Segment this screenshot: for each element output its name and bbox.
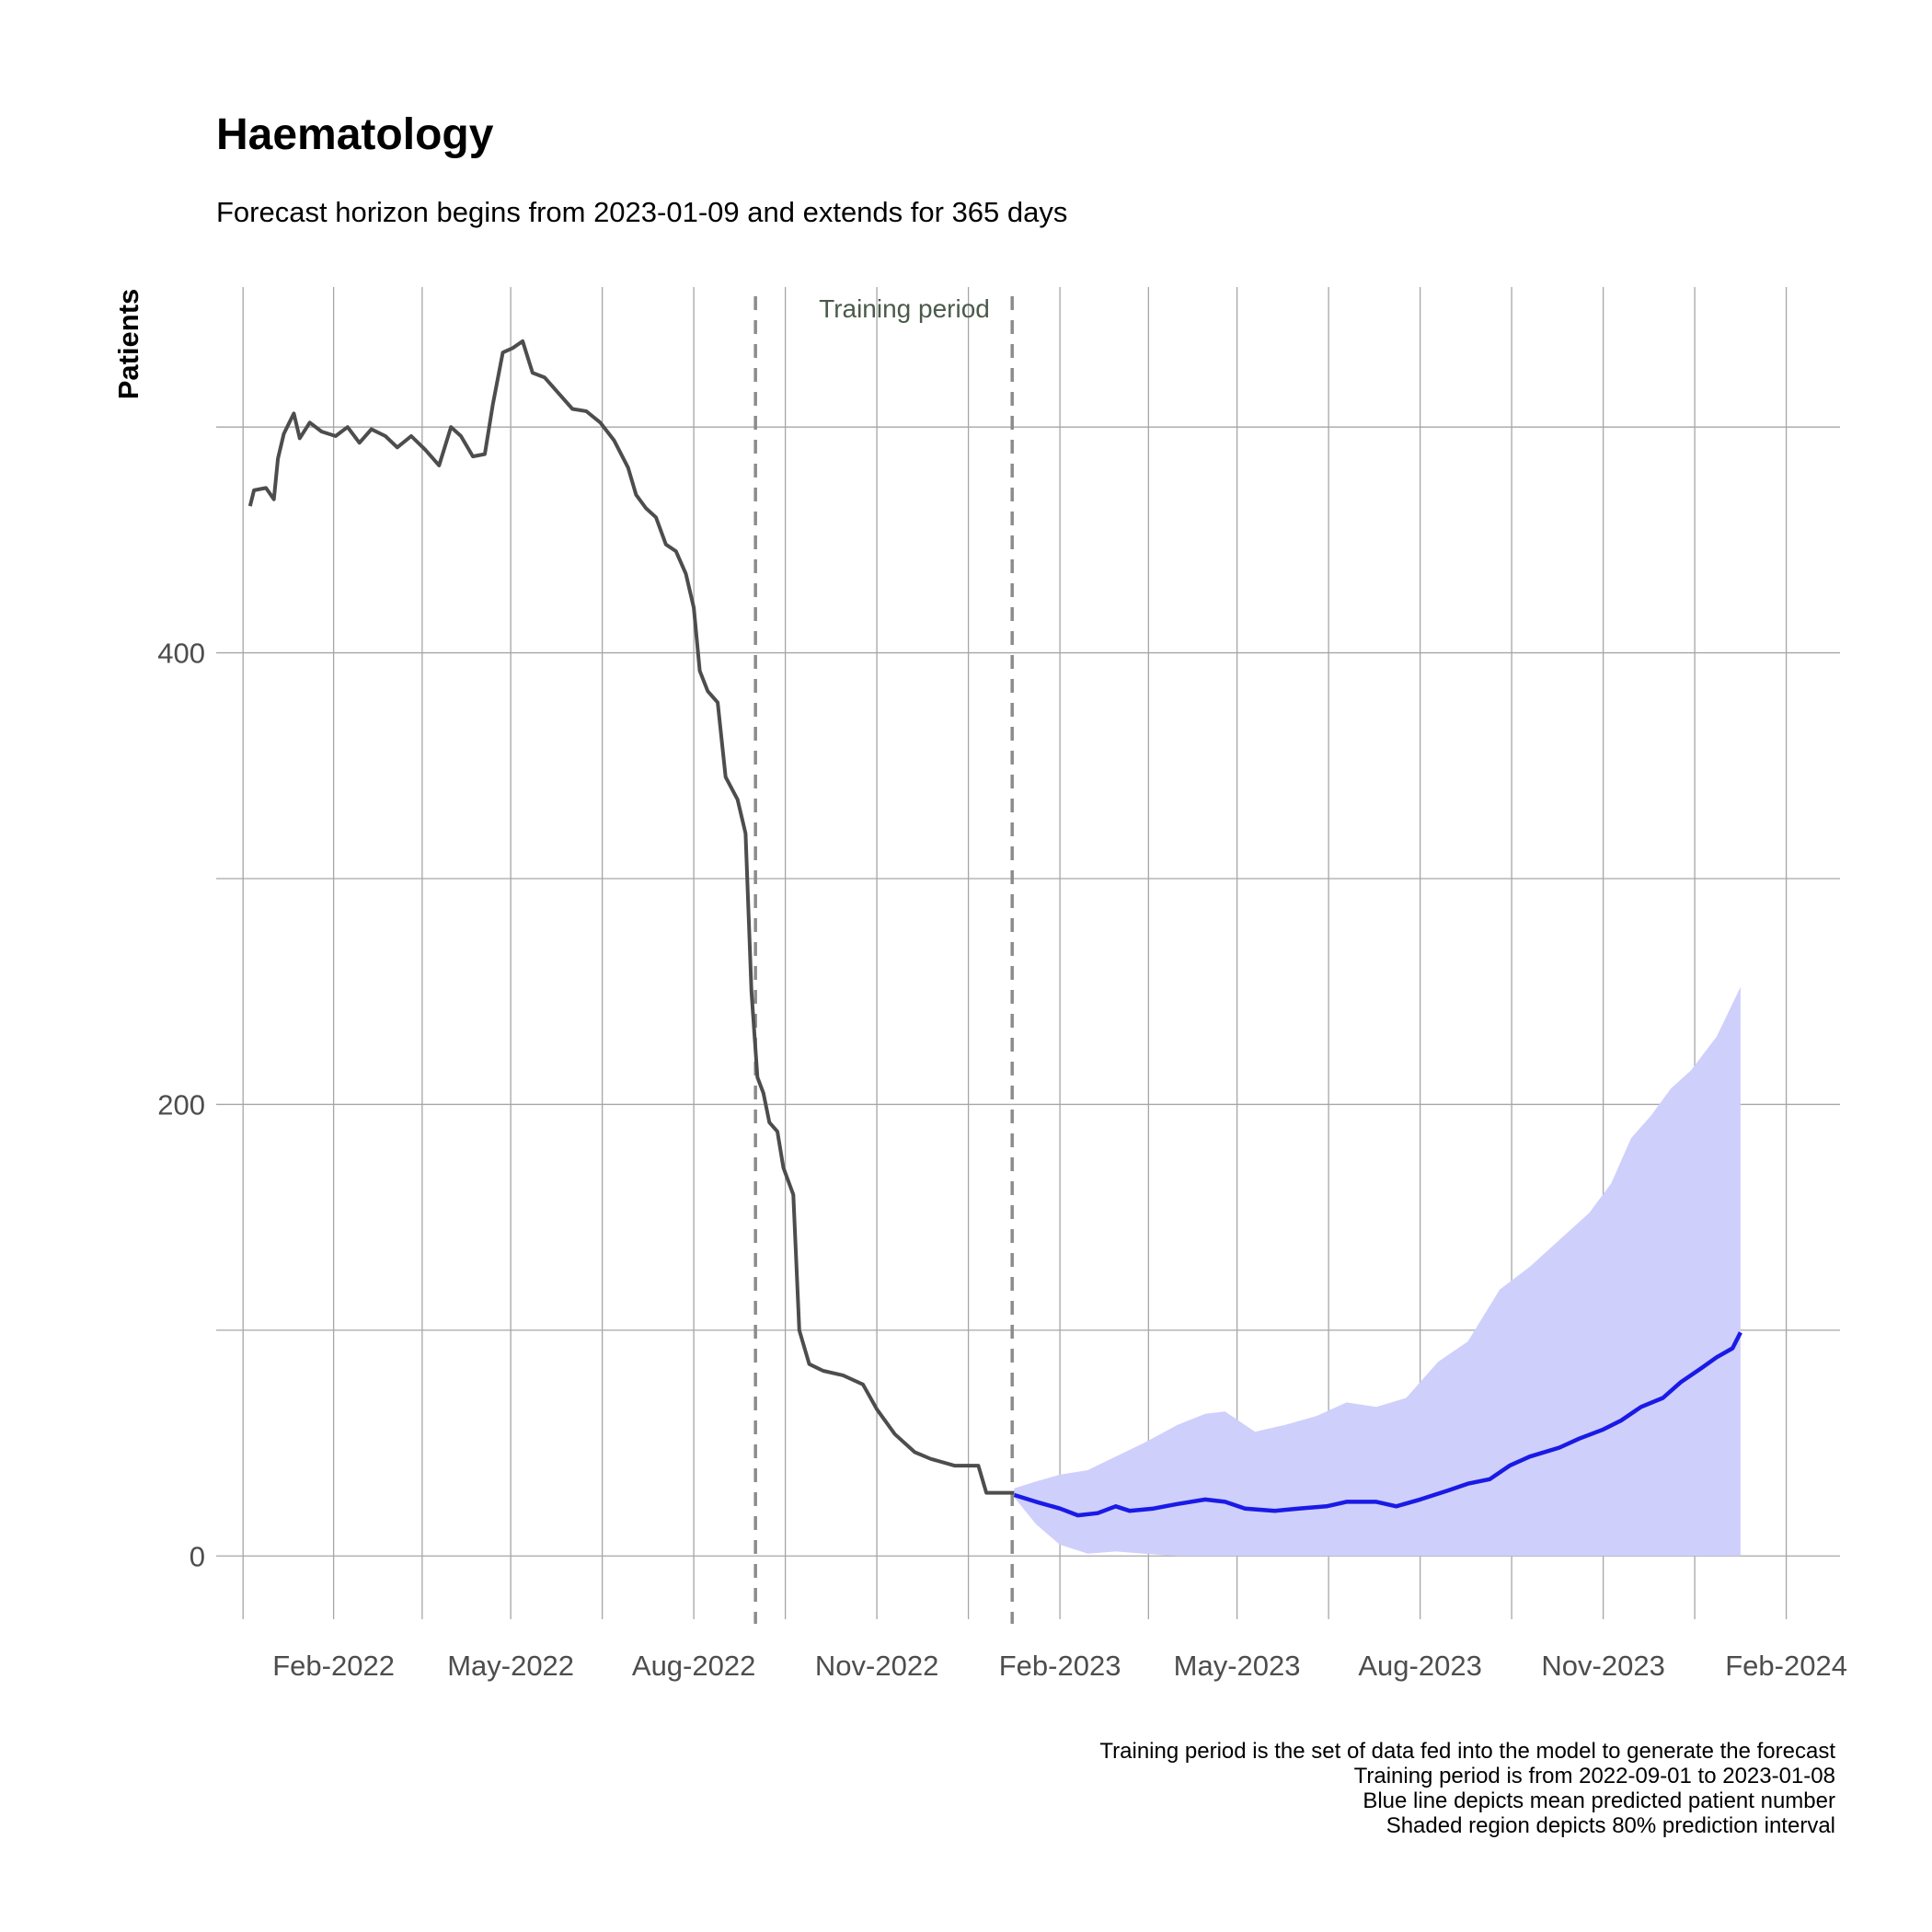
caption-line-4: Shaded region depicts 80% prediction int…: [1386, 1813, 1835, 1838]
x-tick-label: Aug-2023: [1358, 1650, 1481, 1682]
training-period-markers: [753, 296, 1014, 1624]
y-tick-label: 400: [157, 638, 205, 670]
x-tick-label: May-2023: [1174, 1650, 1301, 1682]
caption-line-3: Blue line depicts mean predicted patient…: [1363, 1788, 1835, 1813]
x-tick-label: Nov-2022: [815, 1650, 938, 1682]
y-tick-label: 200: [157, 1088, 205, 1121]
series-lines: [247, 339, 1742, 1518]
y-tick-label: 0: [190, 1540, 205, 1572]
axis-ticks: Feb-2022 May-2022 Aug-2022 Nov-2022 Feb-2023…: [157, 638, 1847, 1682]
chart-title: Haematology: [216, 110, 494, 159]
x-tick-label: Feb-2024: [1725, 1650, 1847, 1682]
x-tick-label: May-2022: [447, 1650, 574, 1682]
prediction-interval: [1014, 986, 1741, 1557]
caption-line-2: Training period is from 2022-09-01 to 20…: [1354, 1764, 1835, 1788]
caption-line-1: Training period is the set of data fed i…: [1099, 1739, 1835, 1764]
x-tick-label: Feb-2022: [272, 1650, 395, 1682]
y-axis-label: Patients: [112, 289, 144, 400]
prediction-interval-area: [1014, 986, 1741, 1557]
chart-subtitle: Forecast horizon begins from 2023-01-09 …: [216, 196, 1067, 228]
training-period-annotation: Training period: [819, 294, 990, 323]
observed-line: [247, 339, 1015, 1495]
x-tick-label: Feb-2023: [999, 1650, 1121, 1682]
x-tick-label: Aug-2022: [632, 1650, 755, 1682]
forecast-mean-line: [1013, 1331, 1742, 1518]
caption: Training period is the set of data fed i…: [1099, 1739, 1835, 1838]
x-tick-label: Nov-2023: [1541, 1650, 1664, 1682]
